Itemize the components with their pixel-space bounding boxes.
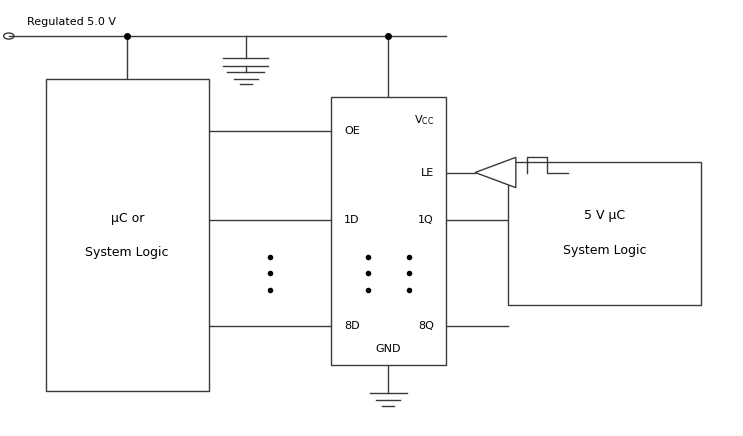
Text: μC or: μC or — [111, 211, 144, 225]
Text: GND: GND — [375, 344, 401, 354]
Text: V$_{\mathrm{CC}}$: V$_{\mathrm{CC}}$ — [414, 114, 434, 127]
Text: 5 V μC: 5 V μC — [584, 209, 625, 222]
Bar — [508, 162, 701, 305]
Text: System Logic: System Logic — [85, 246, 169, 259]
Text: Regulated 5.0 V: Regulated 5.0 V — [27, 17, 117, 27]
Text: LE: LE — [421, 167, 434, 177]
Text: 1Q: 1Q — [418, 215, 434, 225]
Bar — [331, 97, 446, 365]
Text: 1D: 1D — [344, 215, 360, 225]
Text: 8Q: 8Q — [418, 321, 434, 331]
Polygon shape — [475, 157, 516, 187]
Text: OE: OE — [344, 126, 360, 136]
Bar — [46, 79, 209, 391]
Text: System Logic: System Logic — [563, 244, 646, 257]
Text: 8D: 8D — [344, 321, 360, 331]
